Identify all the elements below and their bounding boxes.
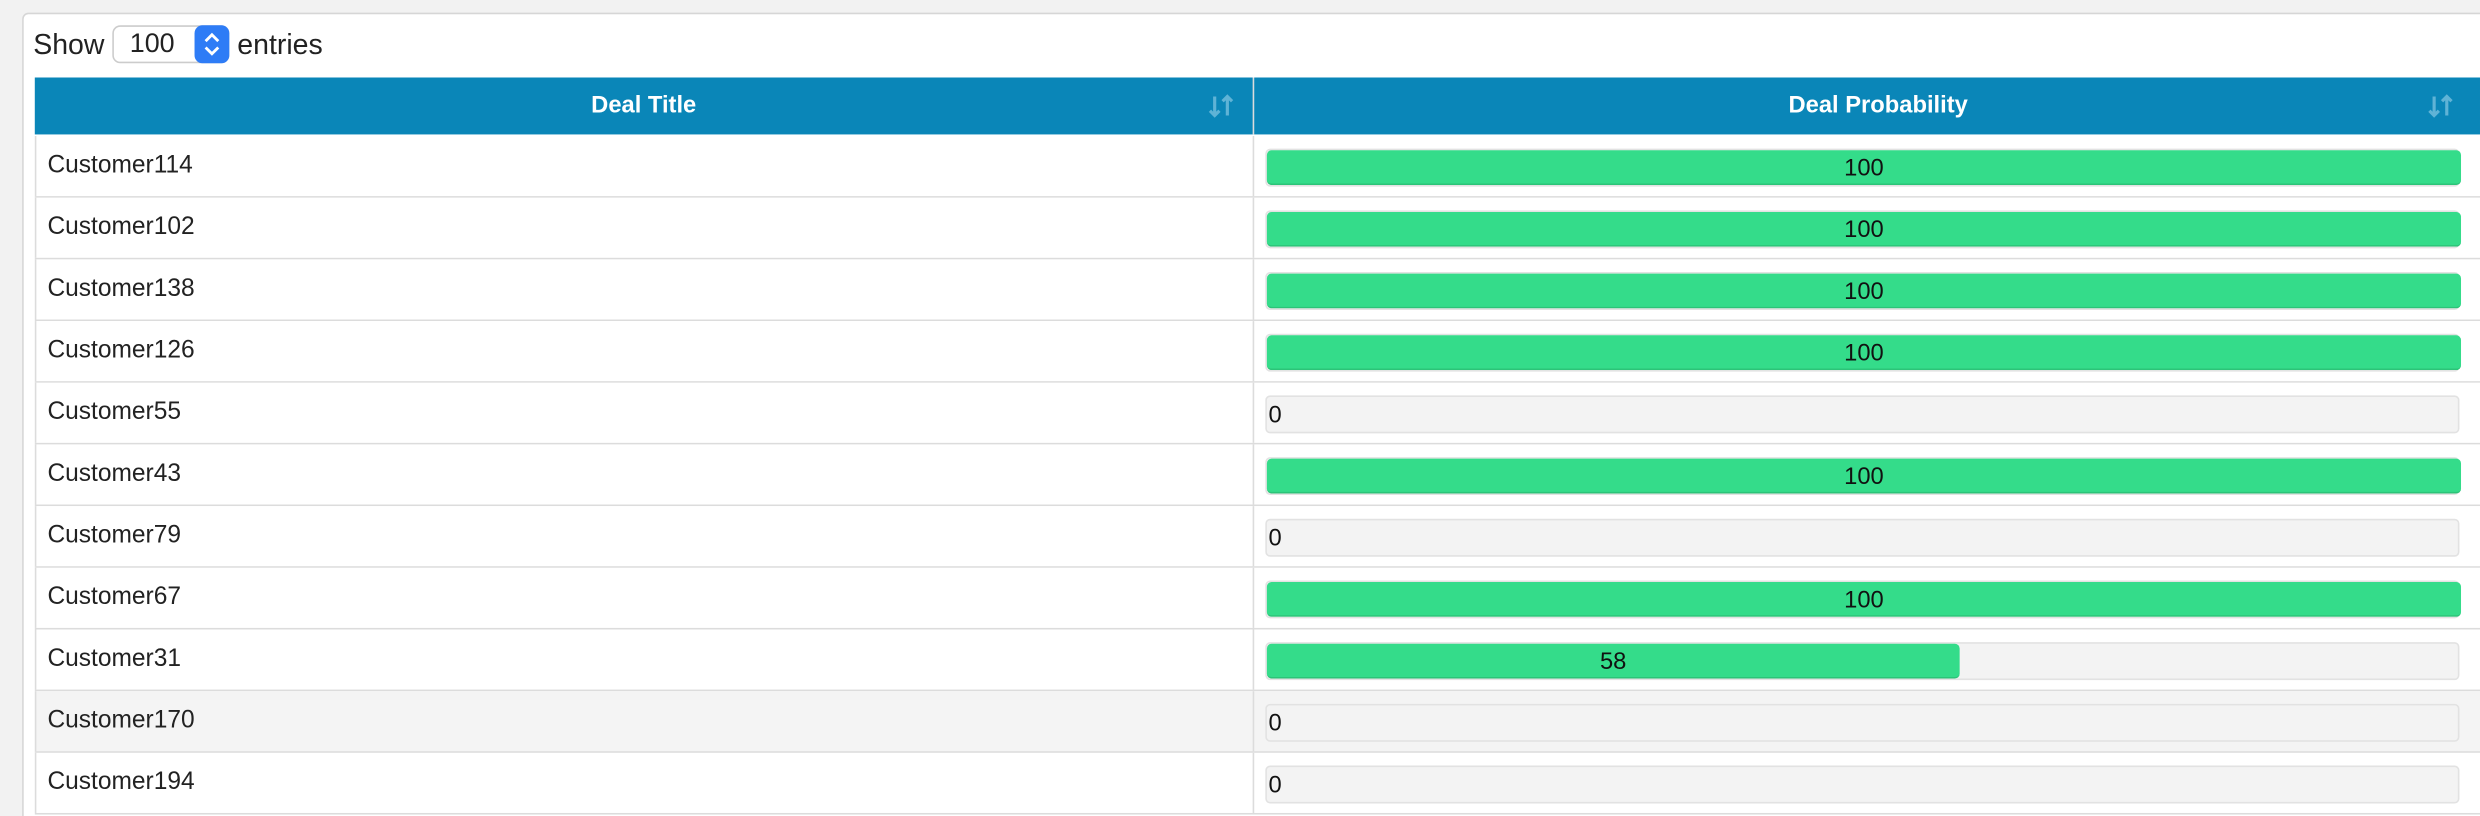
deal-title: Customer55	[34, 382, 1253, 443]
entries-select[interactable]: 100	[112, 25, 230, 64]
table-header: Deal Title Deal Probability	[34, 77, 2480, 135]
table-row: Customer194 0	[34, 752, 2480, 815]
deal-probability: 58	[1252, 629, 2480, 690]
deal-probability: 0	[1252, 382, 2480, 443]
progress-label: 58	[1599, 648, 1627, 676]
deal-title: Customer138	[34, 259, 1253, 320]
deal-probability: 100	[1252, 567, 2480, 628]
deal-probability: 0	[1252, 506, 2480, 567]
progress-track: 0	[1265, 518, 2460, 557]
progress-track: 0	[1265, 765, 2460, 804]
progress-bar	[1266, 150, 2462, 186]
progress-track: 100	[1265, 580, 2462, 619]
sort-icon	[2428, 94, 2453, 118]
deal-title: Customer170	[34, 691, 1253, 752]
menu-label: Show	[33, 27, 105, 60]
table-row: Customer55 0	[34, 382, 2480, 445]
deal-title: Customer102	[34, 197, 1253, 258]
header-text: Deal Title	[591, 91, 697, 119]
length-menu: Show 100 entries	[33, 22, 323, 66]
table-row: Customer67 100	[34, 567, 2480, 630]
menu-label: entries	[237, 27, 323, 60]
progress-track: 100	[1265, 272, 2462, 310]
deal-probability: 100	[1252, 321, 2480, 382]
progress-track: 100	[1265, 333, 2462, 372]
progress-bar	[1266, 643, 1960, 679]
progress-track: 100	[1265, 210, 2462, 249]
deal-probability: 100	[1252, 259, 2480, 320]
deal-title: Customer114	[34, 136, 1253, 197]
progress-bar	[1266, 335, 2462, 371]
sort-icon	[1208, 94, 1234, 118]
progress-label: 100	[1844, 463, 1884, 491]
progress-label: 0	[1268, 710, 1282, 738]
progress-track: 58	[1265, 642, 2460, 681]
deal-probability: 100	[1252, 136, 2480, 197]
progress-label: 100	[1844, 154, 1884, 182]
progress-label: 0	[1268, 525, 1282, 552]
table-row: Customer170 0	[34, 691, 2480, 753]
progress-label: 100	[1844, 278, 1884, 306]
progress-bar	[1266, 458, 2462, 494]
progress-bar	[1266, 273, 2462, 309]
column-header[interactable]: Deal Title	[35, 77, 1253, 134]
deal-probability: 0	[1252, 691, 2480, 752]
select-button	[194, 25, 230, 64]
progress-track: 0	[1265, 395, 2460, 434]
deal-title: Customer126	[34, 321, 1253, 382]
progress-label: 100	[1844, 586, 1884, 614]
deal-title: Customer31	[34, 629, 1253, 690]
deal-title: Customer67	[34, 567, 1253, 628]
progress-label: 100	[1844, 340, 1884, 367]
deal-title: Customer79	[34, 506, 1253, 567]
table-row: Customer31 58	[34, 629, 2480, 692]
progress-label: 0	[1268, 771, 1282, 799]
progress-bar	[1266, 582, 2462, 617]
column-header[interactable]: Deal Probability	[1252, 77, 2480, 135]
deal-probability: 100	[1252, 197, 2480, 258]
table-row: Customer79 0	[34, 506, 2480, 568]
progress-label: 100	[1844, 216, 1884, 244]
progress-label: 0	[1268, 401, 1282, 429]
select-value: 100	[129, 28, 175, 59]
progress-track: 100	[1265, 457, 2462, 496]
deal-title: Customer43	[34, 444, 1253, 505]
deal-probability: 100	[1252, 444, 2480, 505]
header-text: Deal Probability	[1788, 91, 1968, 119]
table-row: Customer43 100	[34, 444, 2480, 507]
deal-title: Customer194	[34, 752, 1253, 813]
table-row: Customer114 100	[34, 136, 2480, 198]
progress-track: 0	[1265, 703, 2460, 742]
progress-track: 100	[1265, 148, 2462, 187]
table-row: Customer126 100	[34, 321, 2480, 383]
progress-bar	[1266, 211, 2462, 247]
table-row: Customer102 100	[34, 197, 2480, 260]
table-row: Customer138 100	[34, 259, 2480, 322]
deal-probability: 0	[1252, 752, 2480, 813]
select-arrows	[204, 32, 220, 56]
